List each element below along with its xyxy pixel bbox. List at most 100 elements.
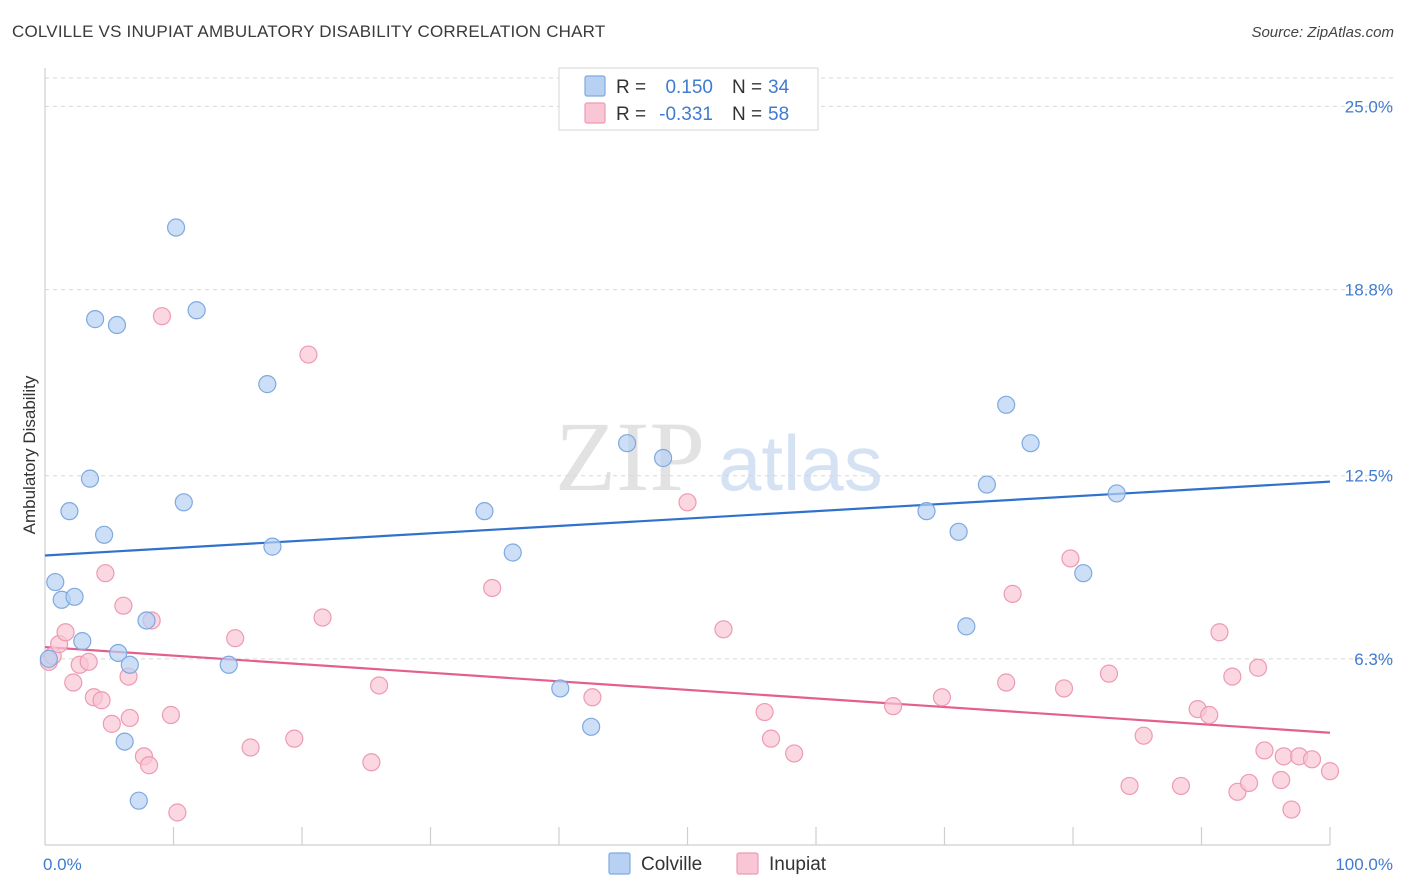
inupiat-point	[102, 714, 121, 733]
colville-point	[917, 502, 936, 521]
colville-point	[115, 732, 134, 751]
inupiat-trend-line	[44, 645, 1331, 734]
inupiat-point	[583, 688, 602, 707]
inupiat-point	[1282, 800, 1301, 819]
colville-point	[258, 375, 277, 394]
trend-lines	[44, 480, 1331, 734]
inupiat-point	[932, 688, 952, 707]
inupiat-point	[1061, 549, 1080, 568]
bottom-legend: Colville Inupiat	[608, 852, 827, 875]
data-points	[39, 218, 1340, 822]
inupiat-point	[1255, 741, 1274, 760]
colville-point	[618, 434, 637, 453]
inupiat-point	[997, 673, 1016, 692]
inupiat-point	[785, 744, 804, 763]
legend-swatch-colville	[584, 75, 606, 97]
colville-point	[187, 301, 206, 320]
colville-point	[582, 717, 601, 736]
legend-n-value-inupiat: 58	[768, 104, 789, 125]
inupiat-point	[96, 564, 115, 583]
legend-swatch-inupiat	[584, 102, 606, 124]
legend-r-label-inupiat: R =	[616, 104, 646, 125]
y-tick-label: 12.5%	[1345, 467, 1393, 486]
inupiat-point	[483, 578, 502, 598]
inupiat-point	[1200, 705, 1219, 725]
inupiat-point	[299, 345, 318, 364]
bottom-legend-label-colville: Colville	[641, 854, 702, 875]
colville-point	[1021, 434, 1040, 453]
inupiat-point	[1239, 773, 1259, 793]
colville-point	[219, 655, 238, 674]
colville-point	[503, 543, 522, 562]
inupiat-point	[114, 596, 133, 615]
x-tick-label-max: 100.0%	[1335, 855, 1393, 874]
inupiat-point	[313, 608, 332, 627]
inupiat-point	[1120, 776, 1139, 796]
colville-point	[86, 310, 105, 329]
legend-r-label-colville: R =	[616, 77, 646, 98]
colville-point	[1107, 484, 1126, 503]
inupiat-point	[64, 673, 83, 692]
colville-point	[120, 655, 139, 674]
inupiat-point	[152, 307, 172, 326]
inupiat-point	[168, 803, 187, 822]
colville-point	[80, 469, 100, 488]
colville-point	[263, 537, 282, 556]
inupiat-point	[1171, 776, 1191, 796]
bottom-legend-label-inupiat: Inupiat	[769, 854, 827, 875]
inupiat-point	[226, 629, 245, 648]
inupiat-point	[92, 691, 111, 710]
colville-point	[129, 791, 148, 810]
inupiat-point	[120, 708, 139, 728]
legend-r-value-colville: 0.150	[665, 77, 713, 98]
inupiat-point	[362, 753, 381, 772]
colville-point	[949, 522, 968, 541]
inupiat-point	[1248, 658, 1268, 677]
legend-n-label-inupiat: N =	[732, 104, 762, 125]
inupiat-point	[241, 738, 260, 757]
y-tick-labels: 6.3% 12.5% 18.8% 25.0%	[1345, 97, 1393, 668]
colville-point	[174, 493, 193, 512]
colville-point	[60, 502, 79, 521]
colville-point	[997, 395, 1016, 414]
y-tick-label: 18.8%	[1345, 281, 1393, 300]
bottom-legend-swatch-inupiat	[736, 852, 759, 875]
colville-point	[653, 448, 673, 468]
y-tick-label: 6.3%	[1354, 650, 1393, 669]
inupiat-point	[1134, 726, 1153, 745]
colville-point	[551, 679, 570, 698]
inupiat-point	[79, 652, 98, 671]
colville-point	[977, 475, 997, 494]
inupiat-point	[1272, 770, 1291, 790]
legend-r-value-inupiat: -0.331	[659, 104, 713, 125]
inupiat-point	[678, 493, 697, 512]
watermark-zip: ZIP	[555, 401, 705, 512]
colville-point	[109, 643, 128, 663]
inupiat-point	[1320, 762, 1340, 781]
legend: R = 0.150 N = 34 R = -0.331 N = 58	[558, 67, 819, 131]
inupiat-point	[139, 756, 159, 775]
legend-n-value-colville: 34	[768, 77, 790, 98]
inupiat-point	[1054, 679, 1074, 698]
colville-point	[65, 587, 84, 606]
inupiat-point	[1223, 667, 1242, 686]
colville-point	[957, 617, 976, 636]
inupiat-point	[1274, 747, 1293, 766]
x-tick-label-min: 0.0%	[43, 855, 82, 874]
inupiat-point	[161, 705, 181, 725]
inupiat-point	[761, 729, 781, 748]
legend-n-label-colville: N =	[732, 77, 762, 98]
bottom-legend-swatch-colville	[608, 852, 631, 875]
y-tick-label: 25.0%	[1345, 97, 1393, 116]
colville-point	[475, 502, 494, 521]
colville-point	[73, 632, 92, 651]
colville-point	[95, 525, 114, 544]
inupiat-point	[1003, 584, 1022, 603]
inupiat-point	[755, 702, 774, 722]
x-axis-ticks	[172, 827, 1331, 845]
inupiat-point	[285, 729, 304, 748]
watermark-atlas: atlas	[718, 419, 883, 507]
inupiat-point	[714, 620, 733, 639]
y-axis-title: Ambulatory Disability	[20, 375, 39, 534]
